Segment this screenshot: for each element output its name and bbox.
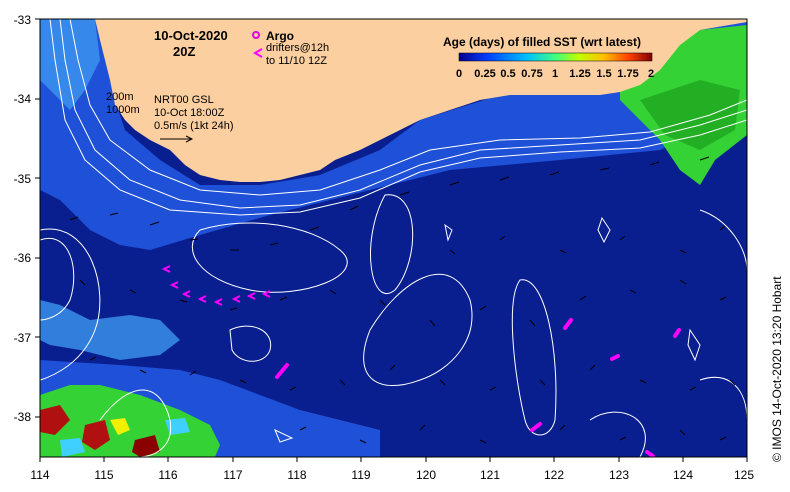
x-tick-label: 116 [158, 468, 177, 482]
velocity-arrows [69, 156, 736, 444]
colorbar-tick: 2 [648, 68, 654, 80]
credit-label: © IMOS 14-Oct-2020 13:20 Hobart [770, 276, 784, 462]
colorbar [458, 52, 653, 62]
plot-frame [39, 18, 748, 458]
colorbar-tick: 0.75 [521, 68, 542, 80]
argo-float [673, 328, 681, 338]
colorbar-tick: 1.25 [569, 68, 590, 80]
argo-floats [275, 318, 681, 457]
colorbar-tick: 0.5 [500, 68, 515, 80]
colorbar-tick: 1.75 [617, 68, 638, 80]
x-axis-labels: 114 115 116 117 118 119 120 121 122 123 … [30, 468, 754, 482]
shelf-region [40, 19, 747, 250]
red-patch-2 [82, 420, 110, 450]
scale-label: 0.5m/s (1kt 24h) [154, 120, 233, 132]
model-label: NRT00 GSL [154, 94, 214, 106]
x-tick-label: 123 [609, 468, 629, 482]
cyan-patch-2 [165, 418, 190, 435]
red-patch-3 [132, 435, 160, 457]
colorbar-tick: 0 [456, 68, 462, 80]
y-tick-label: -33 [14, 13, 32, 27]
cyan-patch-1 [60, 438, 85, 457]
drifter-chevron [181, 290, 191, 298]
x-tick-label: 122 [544, 468, 564, 482]
y-tick-label: -36 [14, 251, 32, 265]
light-patch-mid [40, 300, 180, 360]
model-time: 10-Oct 18:00Z [154, 107, 225, 119]
colorbar-title: Age (days) of filled SST (wrt latest) [443, 35, 641, 49]
argo-float [610, 354, 620, 361]
argo-float [275, 363, 289, 379]
drifter-legend-icon [252, 48, 263, 58]
drifter-chevron [161, 265, 171, 273]
yellow-patch [110, 418, 130, 435]
x-tick-label: 121 [480, 468, 500, 482]
drifters-range: to 11/10 12Z [266, 55, 327, 67]
x-tick-label: 118 [287, 468, 306, 482]
y-axis-ticks [35, 18, 40, 418]
x-tick-label: 124 [673, 468, 693, 482]
time-title: 20Z [173, 44, 195, 59]
argo-legend-icon [252, 31, 260, 39]
y-tick-label: -37 [14, 331, 32, 345]
drifter-chevron [261, 290, 271, 298]
x-tick-label: 114 [30, 468, 49, 482]
x-tick-label: 125 [734, 468, 754, 482]
green-patch-east-dark [640, 80, 740, 150]
x-tick-label: 115 [94, 468, 113, 482]
contour-1000-label: 1000m [106, 104, 140, 116]
x-tick-label: 120 [416, 468, 436, 482]
y-tick-label: -38 [14, 410, 32, 424]
argo-float [530, 422, 542, 432]
drifter-chevron [231, 295, 241, 303]
colorbar-tick: 1 [552, 68, 558, 80]
contour-200-label: 200m [106, 91, 134, 103]
argo-float [563, 318, 573, 330]
scale-arrow-icon [160, 135, 194, 143]
drifter-chevron [213, 298, 223, 306]
drifters-label: drifters@12h [266, 42, 329, 54]
x-tick-label: 117 [223, 468, 242, 482]
drifter-chevron [246, 292, 256, 300]
x-axis-ticks [39, 457, 748, 462]
x-tick-label: 119 [351, 468, 370, 482]
date-title: 10-Oct-2020 [154, 28, 228, 43]
argo-label: Argo [266, 29, 294, 43]
y-tick-label: -35 [14, 172, 32, 186]
drifter-chevron [197, 295, 207, 303]
y-tick-label: -34 [14, 92, 32, 106]
colorbar-tick: 0.25 [474, 68, 495, 80]
shelf-contours [49, 19, 747, 216]
drifter-tracks [161, 265, 271, 306]
y-axis-labels: -33 -34 -35 -36 -37 -38 [14, 13, 32, 424]
argo-float [645, 450, 655, 457]
drifter-chevron [169, 281, 179, 289]
map-field [40, 19, 747, 457]
colorbar-ticks: 0 0.25 0.5 0.75 1 1.25 1.5 1.75 2 [456, 68, 654, 80]
ssh-contours [40, 194, 747, 457]
colorbar-tick: 1.5 [596, 68, 611, 80]
red-patch-1 [40, 405, 70, 435]
